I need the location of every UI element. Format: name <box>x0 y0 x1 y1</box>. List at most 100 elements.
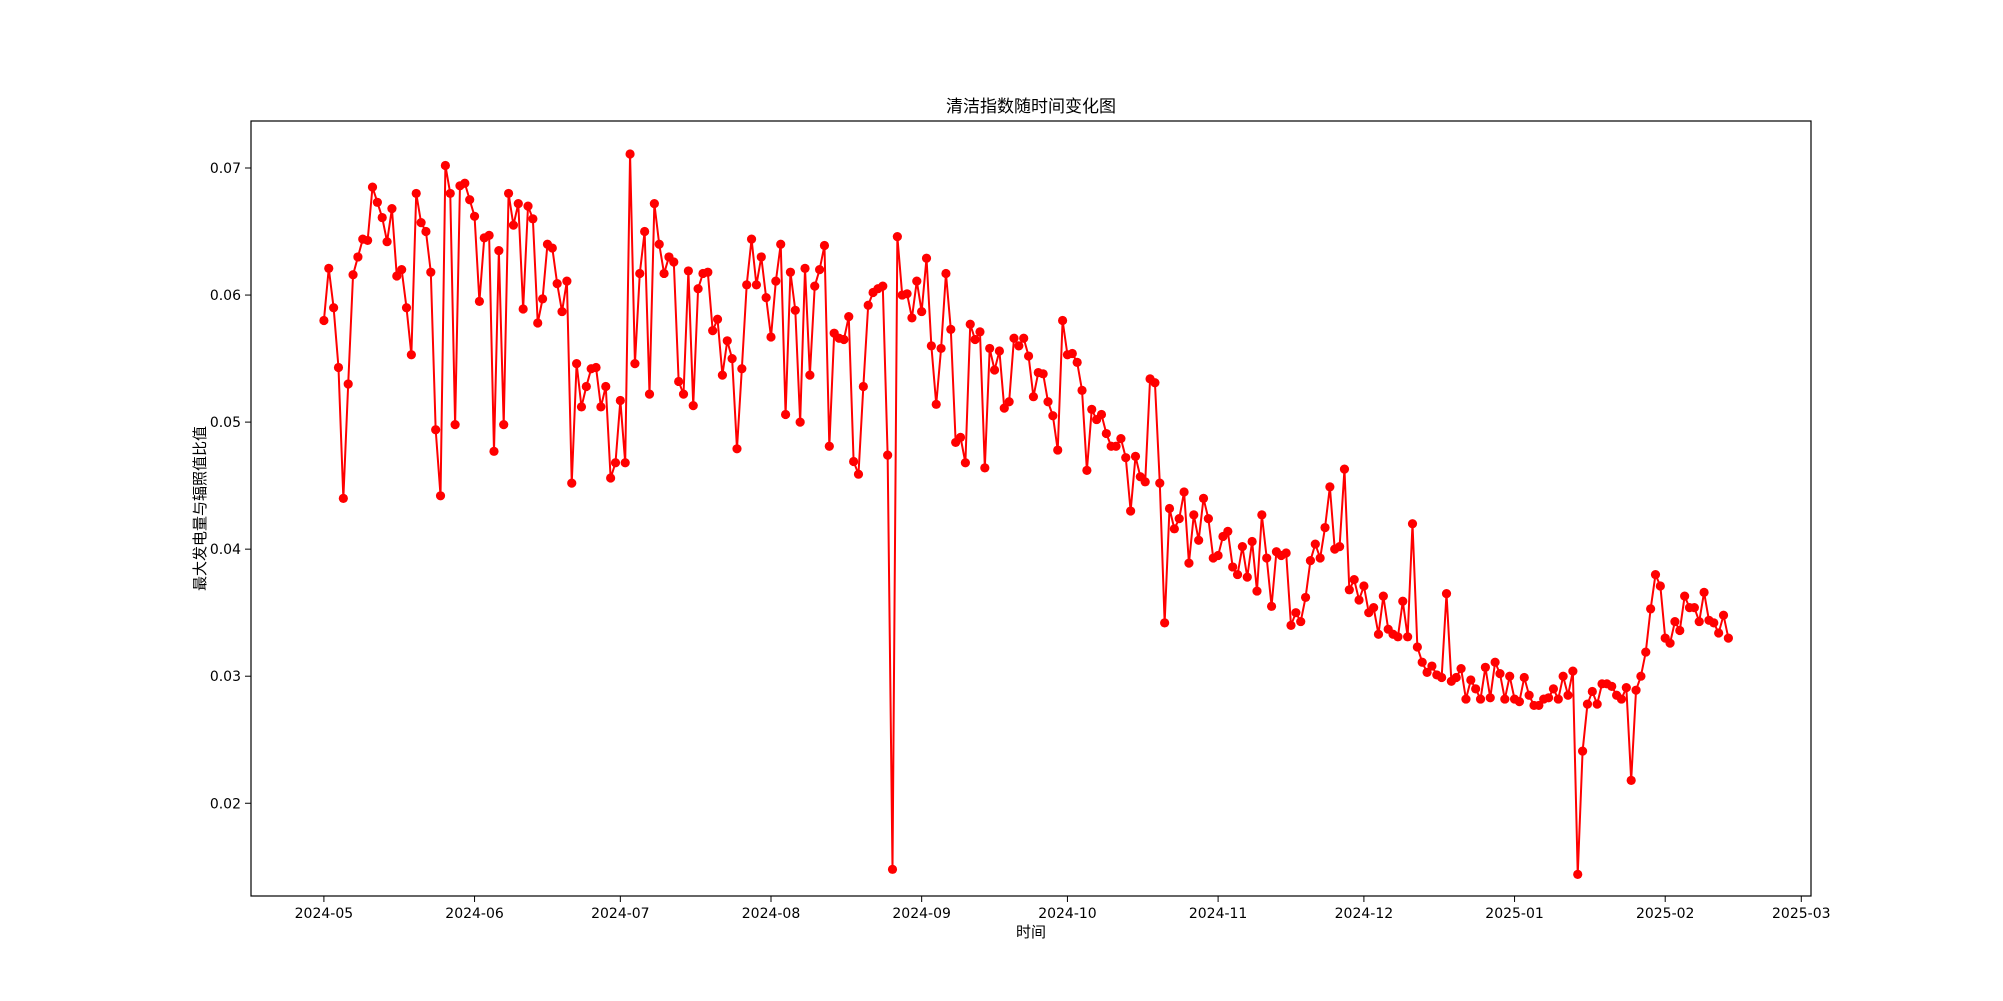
data-point <box>1009 333 1019 343</box>
data-point <box>669 257 679 267</box>
data-point <box>936 343 946 354</box>
y-tick-label: 0.05 <box>210 415 241 431</box>
data-point <box>1315 553 1325 563</box>
x-tick-label: 2025-03 <box>1772 906 1831 922</box>
data-point <box>644 389 655 399</box>
data-point <box>1228 562 1238 572</box>
series-points <box>319 149 1733 880</box>
data-point <box>1223 526 1233 536</box>
data-point <box>552 279 562 289</box>
series-line <box>322 153 1730 876</box>
data-point <box>654 239 664 249</box>
y-tick-label: 0.07 <box>210 161 241 177</box>
data-point <box>576 402 587 412</box>
data-point <box>450 420 460 430</box>
data-point <box>815 265 825 275</box>
data-point <box>1189 510 1199 520</box>
x-tick-label: 2024-08 <box>742 906 801 922</box>
data-point <box>1014 341 1024 351</box>
data-point <box>727 353 737 364</box>
data-point <box>805 370 815 380</box>
data-point <box>722 336 732 346</box>
data-point <box>353 252 363 262</box>
data-point <box>435 491 446 501</box>
data-point <box>1121 453 1131 463</box>
data-point <box>985 343 995 354</box>
data-point <box>610 458 621 468</box>
data-point <box>333 362 344 373</box>
data-point <box>1519 672 1529 683</box>
data-point <box>319 315 329 326</box>
data-point <box>1048 411 1058 421</box>
data-point <box>1116 434 1126 444</box>
data-point <box>1242 572 1252 582</box>
data-point <box>819 240 830 251</box>
data-point <box>1252 586 1262 596</box>
data-point <box>1096 409 1107 420</box>
x-tick-label: 2024-06 <box>445 906 504 922</box>
data-point <box>518 304 528 314</box>
x-tick-label: 2024-07 <box>591 906 650 922</box>
data-point <box>926 341 936 351</box>
data-point <box>1150 378 1160 388</box>
data-point <box>1359 581 1369 591</box>
data-point <box>712 314 723 324</box>
y-axis-ticks: 0.02 0.03 0.04 0.05 0.06 0.07 <box>210 161 251 812</box>
data-point <box>508 220 519 230</box>
data-point <box>1490 657 1500 667</box>
data-point <box>1335 542 1345 552</box>
data-point <box>1087 404 1097 414</box>
data-point <box>401 303 412 313</box>
data-point <box>1057 315 1068 326</box>
data-point <box>1038 369 1048 379</box>
data-point <box>975 327 985 337</box>
data-point <box>965 319 975 329</box>
data-point <box>640 226 650 237</box>
data-point <box>1344 585 1354 595</box>
data-point <box>1451 672 1461 683</box>
data-point <box>1155 478 1165 488</box>
data-point <box>1655 581 1665 591</box>
data-point <box>1232 569 1243 580</box>
data-point <box>1130 451 1141 462</box>
data-point <box>1568 666 1578 676</box>
data-point <box>863 300 873 310</box>
data-point <box>1553 694 1563 704</box>
data-point <box>406 350 416 360</box>
data-point <box>1548 684 1559 694</box>
data-point <box>1053 445 1063 455</box>
data-point <box>547 243 557 253</box>
data-point <box>591 362 601 373</box>
data-point <box>581 381 591 392</box>
data-point <box>1325 482 1335 492</box>
data-point <box>1369 603 1379 613</box>
data-point <box>810 281 820 291</box>
data-point <box>737 364 747 374</box>
data-point <box>1514 697 1525 707</box>
data-point <box>1403 632 1413 642</box>
data-point <box>1422 667 1432 677</box>
data-point <box>1709 618 1719 628</box>
data-point <box>557 306 567 317</box>
data-point <box>1174 514 1184 524</box>
data-point <box>1164 503 1175 514</box>
data-point <box>1558 671 1568 681</box>
data-point <box>756 252 766 262</box>
data-point <box>994 346 1005 356</box>
data-point <box>853 469 864 479</box>
data-point <box>1296 616 1306 627</box>
data-point <box>537 294 548 304</box>
data-point <box>1500 694 1510 704</box>
data-point <box>1393 632 1403 642</box>
data-point <box>732 444 742 454</box>
data-point <box>431 425 441 435</box>
data-point <box>528 214 538 224</box>
data-point <box>625 149 635 159</box>
data-point <box>844 312 854 322</box>
data-point <box>1028 392 1039 402</box>
data-point <box>1126 506 1136 516</box>
data-point <box>348 270 358 280</box>
data-point <box>426 267 436 277</box>
data-point <box>367 182 378 192</box>
